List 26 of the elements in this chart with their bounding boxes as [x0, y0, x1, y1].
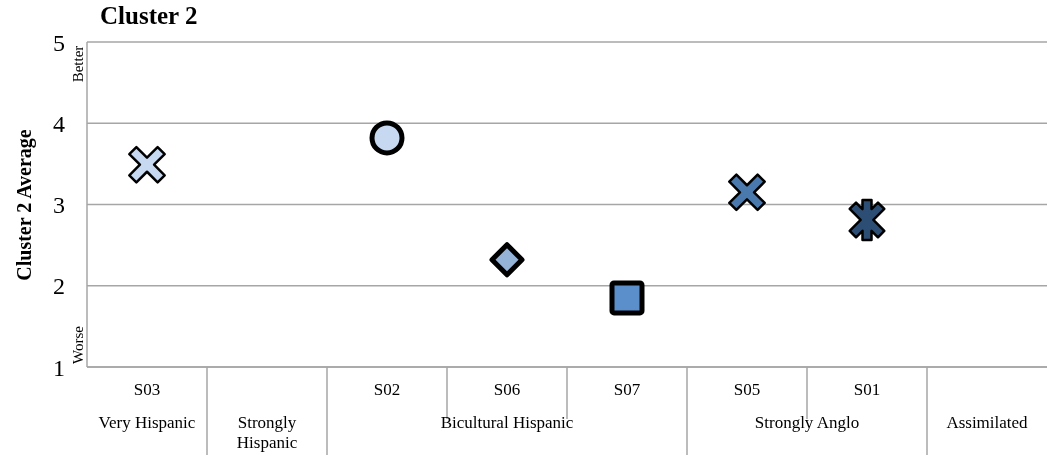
text: Strongly Hispanic [235, 413, 299, 453]
y-tick-label: 2 [53, 273, 65, 300]
point [848, 198, 886, 242]
y-tick-label: 1 [53, 354, 65, 381]
x-tick-label: S07 [613, 380, 641, 400]
x-tick-label: S01 [853, 380, 881, 400]
text: Assimilated [945, 413, 1029, 433]
text: Worse [70, 326, 86, 364]
point [128, 145, 166, 184]
x-tick-label: S02 [373, 380, 401, 400]
text: Better [70, 45, 86, 83]
x-tick-label: S06 [493, 380, 521, 400]
text: Strongly Anglo [753, 413, 861, 433]
chart-title: Cluster 2 [100, 2, 198, 30]
y-tick-label: 4 [53, 110, 65, 137]
text: Bicultural Hispanic [439, 413, 575, 433]
point [369, 120, 405, 156]
y-tick-label: 3 [53, 192, 65, 219]
x-tick-label: S03 [133, 380, 161, 400]
point [728, 173, 766, 212]
point [489, 242, 525, 278]
text: Very Hispanic [97, 413, 197, 433]
x-tick-label: S05 [733, 380, 761, 400]
y-axis-title: Cluster 2 Average [12, 128, 36, 281]
y-tick-label: 5 [53, 29, 65, 56]
point [609, 280, 645, 316]
